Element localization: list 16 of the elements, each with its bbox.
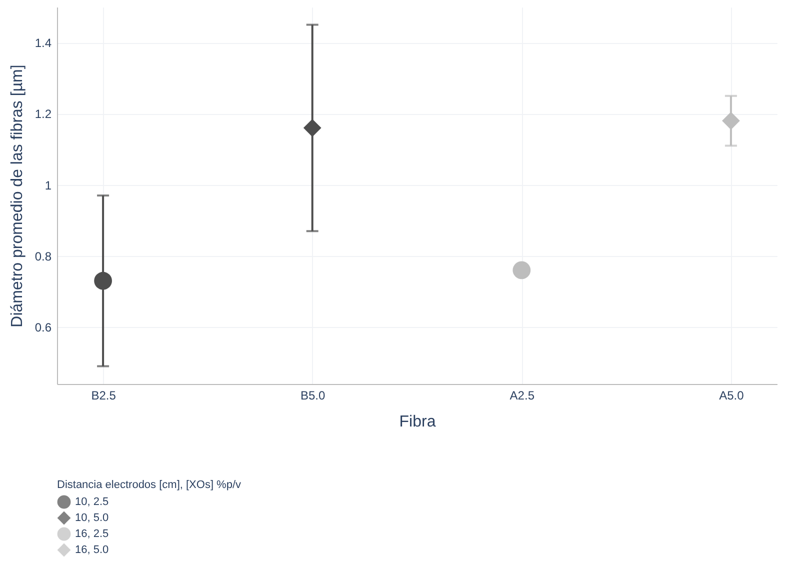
x-tick-label: A5.0 [719,388,744,402]
x-tick-label: B5.0 [300,388,326,402]
x-tick-label: A2.5 [510,388,535,402]
x-tick-label: B2.5 [91,388,116,402]
y-tick-label: 1 [44,178,52,192]
y-tick-label: 0.6 [34,320,52,335]
x-axis-title: Fibra [399,414,436,430]
legend-label: 10, 5.0 [75,512,109,524]
legend-title: Distancia electrodos [cm], [XOs] %p/v [57,479,242,491]
y-tick-label: 1.2 [34,107,52,122]
y-tick-label: 0.8 [34,249,52,264]
y-tick-label: 1.4 [34,36,52,50]
legend-label: 16, 5.0 [75,544,109,556]
legend-label: 16, 2.5 [75,528,109,540]
y-axis-title: Diámetro promedio de las fibras [µm] [8,64,26,328]
legend-label: 10, 2.5 [75,496,109,508]
